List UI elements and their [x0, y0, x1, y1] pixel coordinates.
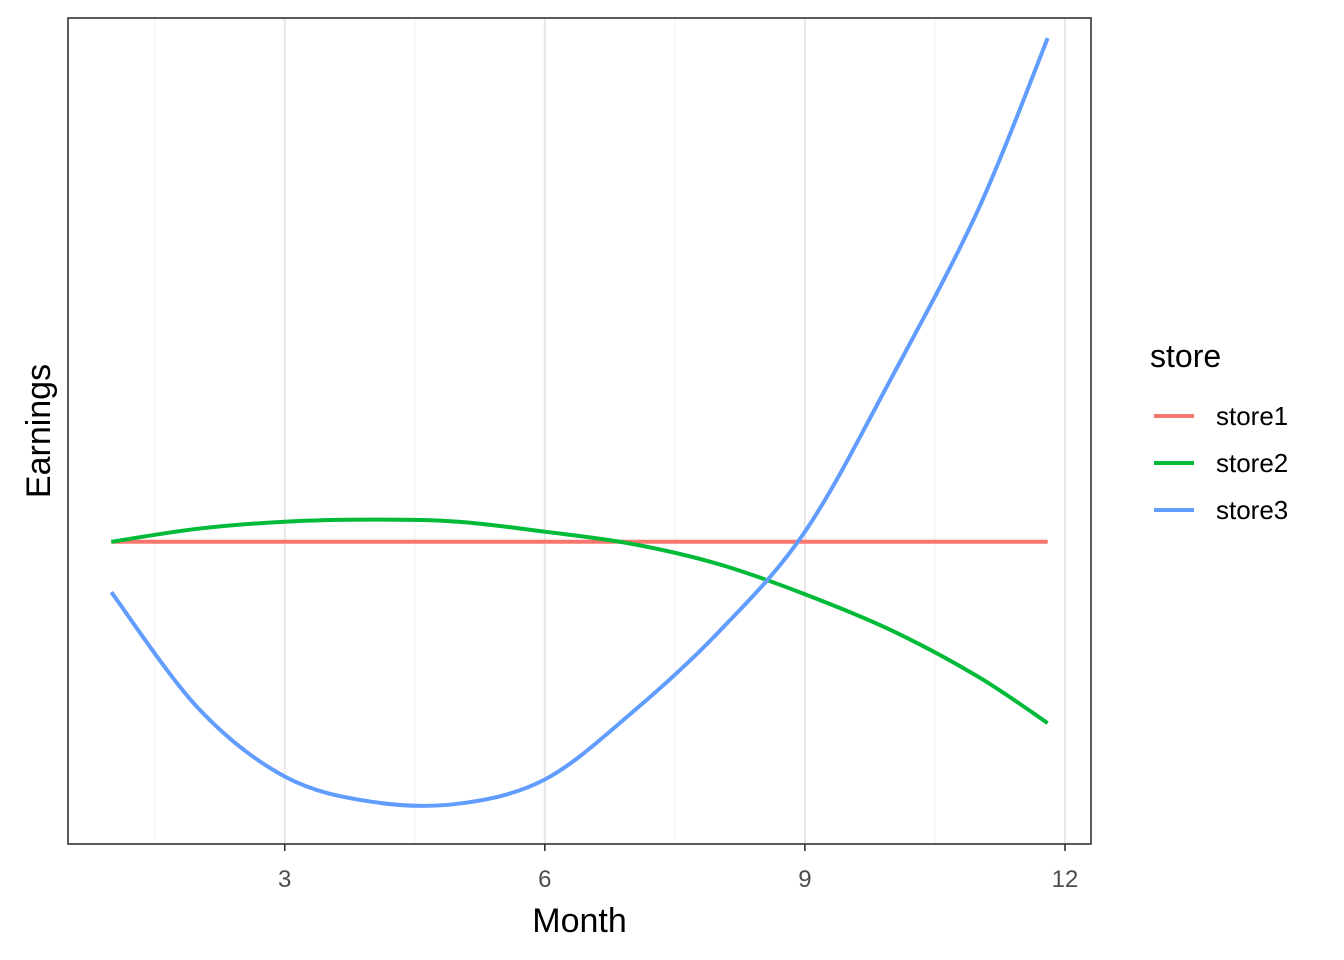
plot-panel-border	[67, 17, 1092, 845]
legend-title: store	[1150, 338, 1221, 374]
grid-lines	[154, 18, 1066, 844]
legend-label-store1: store1	[1216, 401, 1288, 431]
legend: store store1 store2 store3	[1150, 338, 1288, 525]
x-axis-ticks: 3 6 9 12	[278, 844, 1078, 893]
x-tick-label: 6	[538, 866, 551, 893]
legend-label-store2: store2	[1216, 448, 1288, 478]
x-tick-label: 12	[1052, 866, 1079, 893]
x-axis-title: Month	[532, 902, 627, 940]
x-tick-label: 9	[798, 866, 811, 893]
series-line-store3	[109, 37, 1050, 808]
series-line-store2	[110, 517, 1049, 725]
series-lines	[109, 37, 1050, 808]
y-axis-title: Earnings	[20, 364, 58, 498]
legend-label-store3: store3	[1216, 495, 1288, 525]
x-tick-label: 3	[278, 866, 291, 893]
